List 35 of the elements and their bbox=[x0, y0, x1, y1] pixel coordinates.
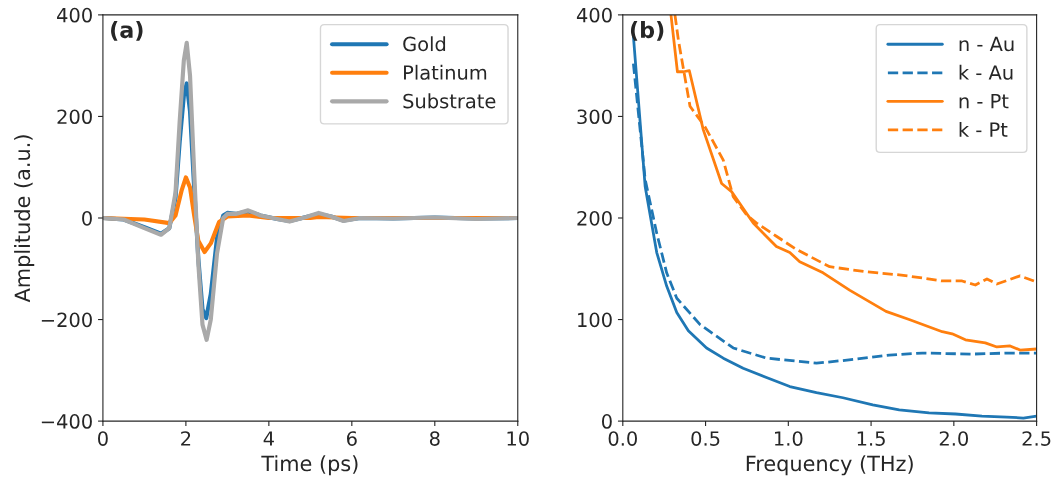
y-tick-label: 0 bbox=[82, 210, 92, 226]
x-tick-label: 6 bbox=[347, 431, 357, 446]
x-axis-title: Frequency (THz) bbox=[746, 455, 913, 476]
annotation: (b) bbox=[630, 20, 664, 41]
legend-label: Substrate bbox=[403, 93, 496, 109]
x-tick-label: 4 bbox=[263, 431, 274, 446]
x-tick-label: 10 bbox=[507, 431, 529, 446]
y-tick-label: 400 bbox=[57, 7, 92, 23]
y-tick-label: −400 bbox=[41, 414, 92, 429]
x-tick-label: 1.0 bbox=[775, 431, 803, 446]
legend-label: Gold bbox=[403, 36, 446, 52]
x-tick-label: 0.0 bbox=[608, 431, 637, 446]
annotation: (a) bbox=[111, 21, 143, 41]
legend-label: n - Pt bbox=[959, 93, 1009, 109]
y-tick-label: 400 bbox=[576, 7, 612, 23]
y-tick-label: 300 bbox=[577, 109, 612, 125]
y-tick-label: −200 bbox=[41, 312, 92, 328]
x-tick-label: 0.5 bbox=[691, 431, 720, 446]
y-tick-label: 200 bbox=[577, 210, 612, 226]
line-series bbox=[669, 14, 1037, 352]
x-tick-label: 2.5 bbox=[1022, 431, 1051, 446]
y-tick-label: 200 bbox=[57, 109, 92, 125]
legend-label: Platinum bbox=[404, 64, 487, 80]
y-axis-title: Amplitude (a.u.) bbox=[14, 135, 35, 303]
x-tick-label: 8 bbox=[429, 431, 440, 446]
x-tick-label: 0 bbox=[98, 431, 108, 446]
legend-label: k - Au bbox=[959, 64, 1013, 80]
x-tick-label: 2 bbox=[181, 431, 191, 446]
legend-label: n - Au bbox=[959, 36, 1014, 52]
y-tick-label: 100 bbox=[578, 312, 612, 328]
x-axis-title: Time (ps) bbox=[261, 455, 358, 476]
x-tick-label: 2.0 bbox=[939, 431, 969, 446]
x-tick-label: 1.5 bbox=[857, 431, 885, 446]
legend-label: k - Pt bbox=[959, 121, 1008, 137]
y-tick-label: 0 bbox=[602, 414, 612, 429]
